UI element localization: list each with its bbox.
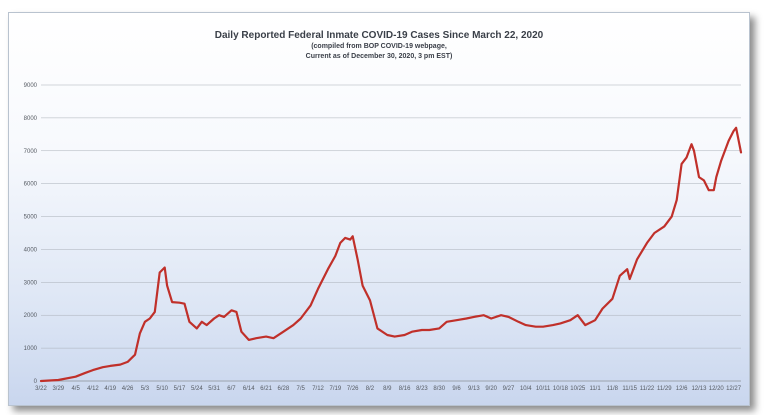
x-tick-label: 9/27 <box>503 386 515 392</box>
x-tick-label: 3/29 <box>52 386 64 392</box>
x-tick-label: 10/25 <box>570 386 586 392</box>
x-tick-label: 3/22 <box>35 386 47 392</box>
x-tick-label: 11/15 <box>622 386 637 392</box>
x-tick-label: 7/26 <box>347 386 359 392</box>
x-tick-label: 6/28 <box>278 386 290 392</box>
chart-header: Daily Reported Federal Inmate COVID-19 C… <box>9 29 749 62</box>
x-tick-label: 7/5 <box>297 386 306 392</box>
x-tick-label: 4/12 <box>87 386 99 392</box>
y-tick-label: 2000 <box>24 313 38 319</box>
chart-subtitle-line-2: Current as of December 30, 2020, 3 pm ES… <box>305 53 453 60</box>
x-tick-label: 12/27 <box>726 386 742 392</box>
x-tick-label: 7/12 <box>312 386 324 392</box>
x-tick-label: 6/21 <box>260 386 272 392</box>
x-tick-label: 5/17 <box>174 386 186 392</box>
x-tick-label: 7/19 <box>330 386 342 392</box>
x-tick-label: 5/24 <box>191 386 203 392</box>
chart-title: Daily Reported Federal Inmate COVID-19 C… <box>214 30 544 41</box>
x-tick-label: 6/14 <box>243 386 255 392</box>
x-tick-label: 8/16 <box>399 386 411 392</box>
x-tick-label: 8/30 <box>433 386 445 392</box>
x-tick-label: 12/6 <box>676 386 688 392</box>
x-tick-label: 8/9 <box>383 386 392 392</box>
x-tick-label: 4/19 <box>104 386 116 392</box>
series-line <box>39 126 743 383</box>
x-tick-label: 11/22 <box>640 386 655 392</box>
x-tick-label: 11/8 <box>607 386 619 392</box>
x-tick-label: 11/1 <box>589 386 601 392</box>
x-tick-label: 11/29 <box>657 386 672 392</box>
x-tick-label: 10/4 <box>520 386 532 392</box>
x-tick-label: 12/13 <box>691 386 707 392</box>
x-tick-label: 8/23 <box>416 386 428 392</box>
x-tick-label: 10/18 <box>553 386 569 392</box>
y-tick-label: 8000 <box>24 116 38 122</box>
y-tick-label: 9000 <box>24 83 38 89</box>
x-tick-label: 6/7 <box>227 386 236 392</box>
x-tick-label: 8/2 <box>366 386 375 392</box>
y-tick-label: 4000 <box>24 247 38 253</box>
y-tick-label: 3000 <box>24 280 38 286</box>
x-tick-label: 5/10 <box>156 386 168 392</box>
y-tick-label: 5000 <box>24 215 38 221</box>
line-chart: 0 1000 2000 3000 4000 5000 6000 7000 8000 9000 3/2… <box>24 83 743 392</box>
y-tick-label: 1000 <box>24 346 38 352</box>
x-tick-label: 5/3 <box>141 386 150 392</box>
x-tick-label: 5/31 <box>208 386 220 392</box>
y-tick-label: 7000 <box>24 149 38 155</box>
x-tick-label: 9/13 <box>468 386 480 392</box>
chart-subtitle-line-1: (compiled from BOP COVID-19 webpage, <box>311 43 447 50</box>
chart-frame: Daily Reported Federal Inmate COVID-19 C… <box>8 12 750 406</box>
x-tick-label: 9/20 <box>485 386 497 392</box>
x-tick-label: 9/6 <box>452 386 461 392</box>
x-tick-label: 4/5 <box>71 386 80 392</box>
x-tick-label: 4/26 <box>122 386 134 392</box>
x-tick-label: 10/11 <box>536 386 551 392</box>
y-tick-label: 6000 <box>24 182 38 188</box>
x-tick-label: 12/20 <box>709 386 725 392</box>
y-tick-label: 0 <box>34 379 38 385</box>
